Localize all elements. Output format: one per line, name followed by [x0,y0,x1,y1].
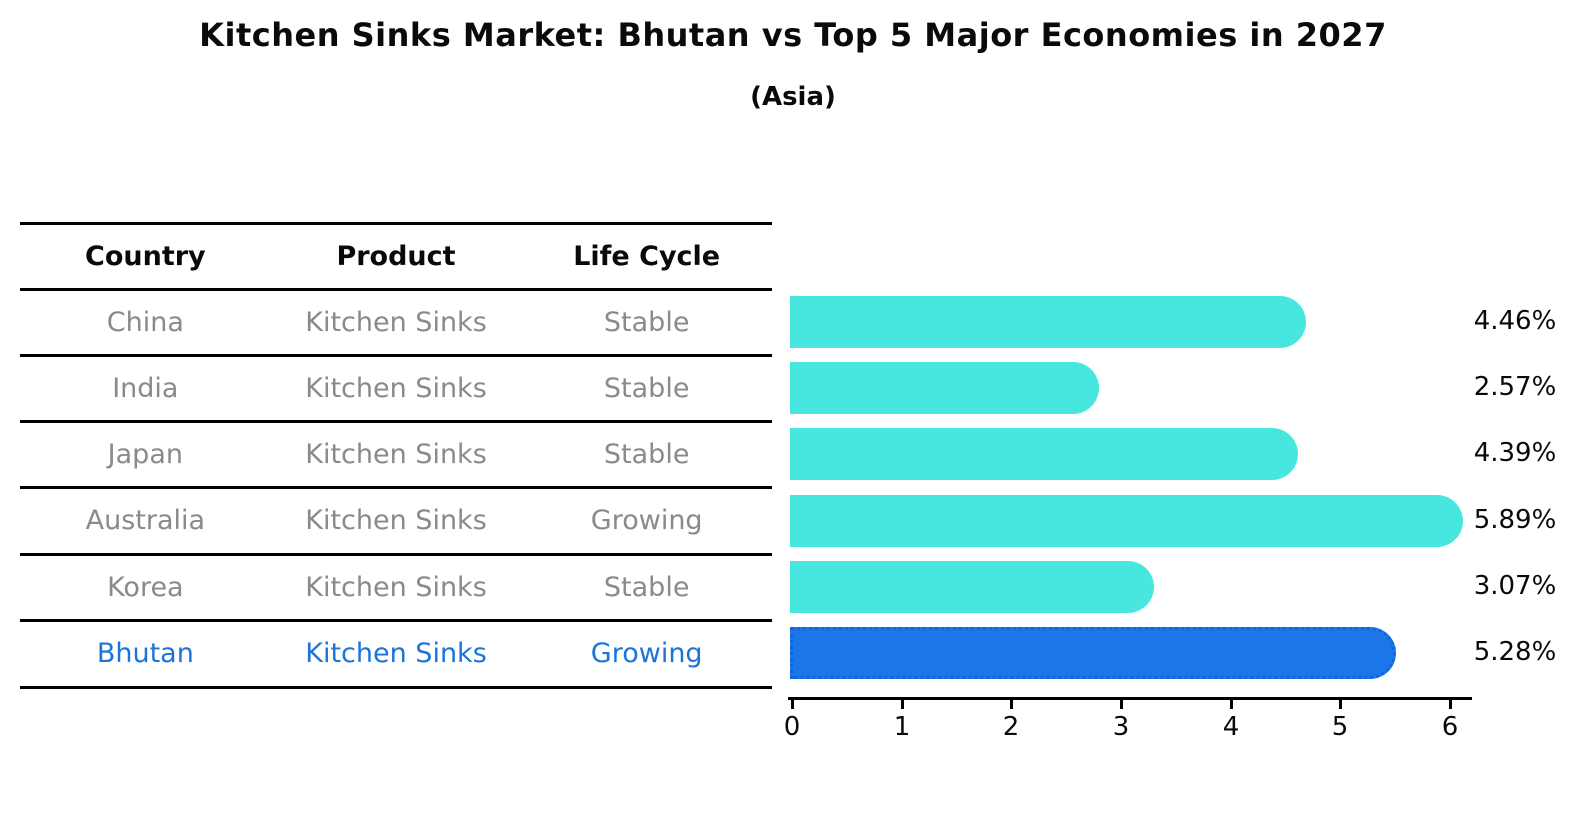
bar-japan [790,428,1299,480]
table-header-separator [20,288,772,291]
bar-australia [790,495,1463,547]
cell-product: Kitchen Sinks [305,504,487,536]
x-axis-tick [1339,699,1342,709]
x-tick-label: 0 [783,712,801,742]
cell-life-cycle: Stable [603,372,690,404]
cell-product: Kitchen Sinks [305,306,487,338]
value-label-japan: 4.39% [1473,438,1557,468]
value-label-bhutan: 5.28% [1473,637,1557,667]
cell-product: Kitchen Sinks [305,637,487,669]
cell-country: India [112,372,179,404]
table-border-top [20,222,772,225]
cell-product: Kitchen Sinks [305,438,487,470]
bar-india [790,362,1099,414]
cell-life-cycle: Growing [590,504,703,536]
x-axis-tick [1010,699,1013,709]
cell-product: Kitchen Sinks [305,372,487,404]
row-separator [20,553,772,556]
bar-china [790,296,1307,348]
row-separator [20,619,772,622]
cell-life-cycle: Stable [603,571,690,603]
cell-life-cycle: Stable [603,306,690,338]
table-row-japan: Japan Kitchen Sinks Stable [20,422,772,486]
table-row-china: China Kitchen Sinks Stable [20,290,772,354]
table-row-australia: Australia Kitchen Sinks Growing [20,488,772,552]
cell-product: Kitchen Sinks [305,571,487,603]
column-header-life-cycle: Life Cycle [573,240,721,272]
bar-bhutan-highlighted [790,627,1396,679]
value-label-australia: 5.89% [1473,505,1557,535]
cell-country: Korea [107,571,184,603]
table-border-bottom [20,686,772,689]
column-header-product: Product [336,240,456,272]
cell-country: Japan [107,438,183,470]
cell-country: China [106,306,184,338]
table-row-korea: Korea Kitchen Sinks Stable [20,555,772,619]
value-label-china: 4.46% [1473,306,1557,336]
value-label-korea: 3.07% [1473,571,1557,601]
row-separator [20,354,772,357]
page-title: Kitchen Sinks Market: Bhutan vs Top 5 Ma… [199,16,1387,54]
x-axis-tick [901,699,904,709]
row-separator [20,420,772,423]
table-header-row: Country Product Life Cycle [20,224,772,288]
cell-life-cycle: Stable [603,438,690,470]
x-tick-label: 1 [893,712,911,742]
x-axis-tick [791,699,794,709]
x-tick-label: 4 [1222,712,1240,742]
x-tick-label: 6 [1441,712,1459,742]
cell-country: Bhutan [96,637,194,669]
row-separator [20,486,772,489]
table-row-bhutan-highlighted: Bhutan Kitchen Sinks Growing [20,621,772,685]
x-axis-line [788,697,1472,700]
x-tick-label: 3 [1112,712,1130,742]
x-axis-tick [1449,699,1452,709]
x-tick-label: 2 [1002,712,1020,742]
x-tick-label: 5 [1331,712,1349,742]
cell-country: Australia [85,504,206,536]
table-row-india: India Kitchen Sinks Stable [20,356,772,420]
column-header-country: Country [85,240,206,272]
chart-subtitle: (Asia) [750,82,836,112]
cell-life-cycle: Growing [590,637,703,669]
x-axis-tick [1230,699,1233,709]
value-label-india: 2.57% [1473,372,1557,402]
x-axis-tick [1120,699,1123,709]
bar-korea [790,561,1154,613]
